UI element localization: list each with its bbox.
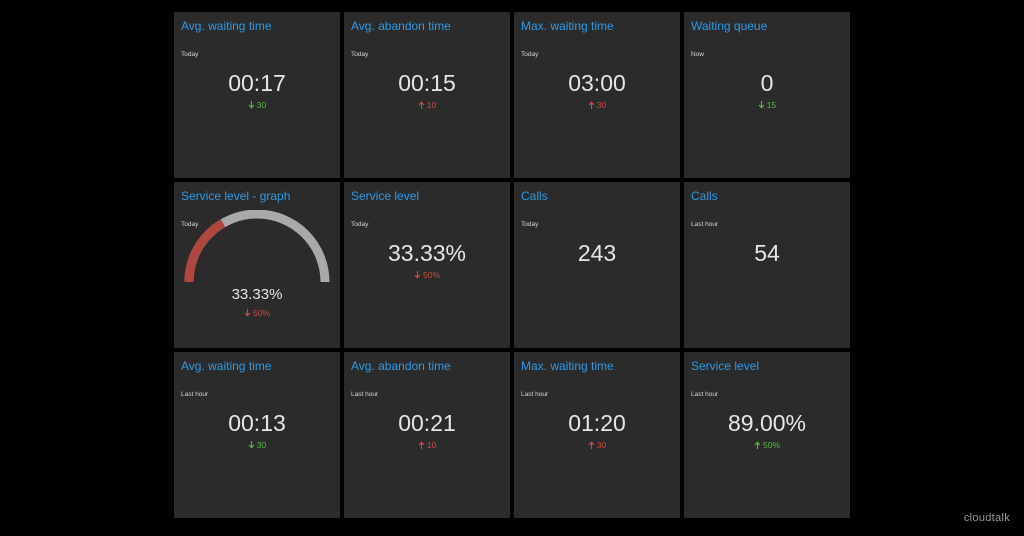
trend-indicator: 50%: [174, 308, 340, 318]
tile-calls-last-hour: Calls Last hour 54: [684, 182, 850, 348]
tile-title: Service level: [351, 189, 420, 203]
tile-max-waiting-time-today: Max. waiting time Today 03:00 30: [514, 12, 680, 178]
tile-max-waiting-time-last-hour: Max. waiting time Last hour 01:20 30: [514, 352, 680, 518]
tile-value: 54: [754, 240, 780, 266]
arrow-up-icon: [418, 441, 425, 449]
tile-title: Calls: [521, 189, 548, 203]
trend-indicator: 30: [514, 440, 680, 450]
tile-avg-waiting-time-today: Avg. waiting time Today 00:17 30: [174, 12, 340, 178]
trend-indicator: 15: [684, 100, 850, 110]
cloudtalk-logo: cloudtalk: [963, 512, 1010, 524]
trend-value: 30: [596, 100, 607, 110]
tile-period: Last hour: [521, 391, 549, 398]
tile-value: 01:20: [568, 410, 626, 436]
arrow-down-icon: [248, 101, 255, 109]
gauge-value: 33.33%: [231, 286, 283, 303]
arrow-up-icon: [588, 101, 595, 109]
tile-title: Max. waiting time: [521, 359, 614, 373]
arrow-down-icon: [244, 309, 251, 317]
tile-period: Today: [181, 221, 199, 228]
arrow-up-icon: [754, 441, 761, 449]
tile-period: Today: [351, 51, 369, 58]
tile-value: 00:17: [228, 70, 286, 96]
gauge-track: [184, 210, 330, 283]
trend-indicator: 50%: [684, 440, 850, 450]
tile-title: Avg. waiting time: [181, 19, 272, 33]
gauge-fill: [184, 219, 226, 283]
tile-period: Last hour: [351, 391, 379, 398]
tile-value: 00:15: [398, 70, 456, 96]
trend-value: 10: [426, 440, 437, 450]
tile-title: Waiting queue: [691, 19, 768, 33]
tile-title: Calls: [691, 189, 718, 203]
tile-avg-abandon-time-last-hour: Avg. abandon time Last hour 00:21 10: [344, 352, 510, 518]
trend-value: 50%: [762, 440, 780, 450]
tile-period: Last hour: [181, 391, 209, 398]
tile-period: Last hour: [691, 391, 719, 398]
tile-value: 0: [760, 70, 774, 96]
tile-period: Today: [521, 221, 539, 228]
tile-period: Today: [351, 221, 369, 228]
trend-value: 50%: [422, 270, 440, 280]
tile-service-level-last-hour: Service level Last hour 89.00% 50%: [684, 352, 850, 518]
tile-service-level-graph-today: Service level - graph Today 33.33% 50%: [174, 182, 340, 348]
tile-period: Today: [181, 51, 199, 58]
tile-value: 03:00: [568, 70, 626, 96]
tile-title: Service level: [691, 359, 760, 373]
trend-value: 15: [766, 100, 777, 110]
tile-period: Now: [691, 51, 705, 58]
trend-indicator: 10: [344, 100, 510, 110]
tile-value: 33.33%: [387, 240, 466, 266]
trend-value: 30: [256, 440, 267, 450]
arrow-up-icon: [588, 441, 595, 449]
trend-value: 30: [256, 100, 267, 110]
trend-indicator: 30: [514, 100, 680, 110]
tile-value: 00:13: [228, 410, 286, 436]
tile-title: Avg. abandon time: [351, 19, 451, 33]
tile-period: Last hour: [691, 221, 719, 228]
tile-value: 89.00%: [727, 410, 806, 436]
dashboard-grid: Avg. waiting time Today 00:17 30 Avg. ab…: [174, 12, 850, 518]
tile-avg-waiting-time-last-hour: Avg. waiting time Last hour 00:13 30: [174, 352, 340, 518]
arrow-down-icon: [758, 101, 765, 109]
tile-title: Max. waiting time: [521, 19, 614, 33]
tile-period: Today: [521, 51, 539, 58]
tile-title: Avg. abandon time: [351, 359, 451, 373]
tile-value: 243: [577, 240, 617, 266]
trend-value: 50%: [252, 308, 270, 318]
tile-value: 00:21: [398, 410, 456, 436]
tile-calls-today: Calls Today 243: [514, 182, 680, 348]
arrow-up-icon: [418, 101, 425, 109]
trend-value: 30: [596, 440, 607, 450]
service-level-gauge: [184, 210, 330, 283]
tile-title: Service level - graph: [181, 189, 291, 203]
trend-indicator: 30: [174, 440, 340, 450]
trend-value: 10: [426, 100, 437, 110]
trend-indicator: 10: [344, 440, 510, 450]
arrow-down-icon: [414, 271, 421, 279]
tile-title: Avg. waiting time: [181, 359, 272, 373]
trend-indicator: 50%: [344, 270, 510, 280]
tile-avg-abandon-time-today: Avg. abandon time Today 00:15 10: [344, 12, 510, 178]
arrow-down-icon: [248, 441, 255, 449]
trend-indicator: 30: [174, 100, 340, 110]
tile-waiting-queue-now: Waiting queue Now 0 15: [684, 12, 850, 178]
tile-service-level-today: Service level Today 33.33% 50%: [344, 182, 510, 348]
